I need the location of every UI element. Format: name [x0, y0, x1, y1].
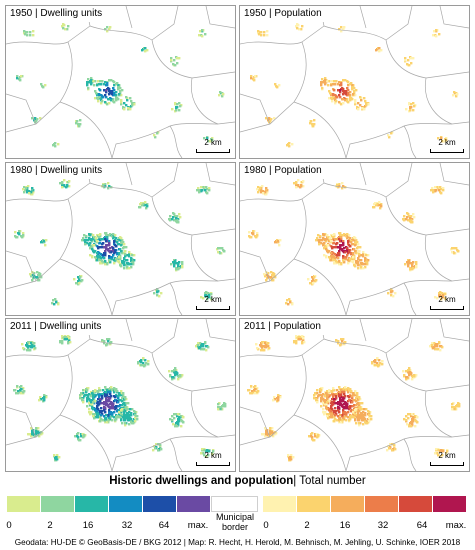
scale-bar: 2 km — [196, 295, 230, 311]
panel-label: 1980 | Dwelling units — [6, 163, 107, 179]
legend-tick: 0 — [263, 520, 268, 531]
legend-tick: 32 — [122, 520, 133, 531]
legend-tick: 64 — [417, 520, 428, 531]
legend-swatch — [433, 496, 467, 512]
settlement-cells — [14, 179, 225, 305]
legend-swatch — [331, 496, 365, 512]
map-canvas — [6, 163, 235, 315]
legend-swatch — [143, 496, 177, 512]
scale-bar: 2 km — [430, 451, 464, 467]
settlement-cells — [13, 335, 226, 461]
scale-bar-label: 2 km — [430, 451, 464, 460]
figure-title-sub: | Total number — [293, 475, 365, 487]
scale-bar: 2 km — [196, 138, 230, 154]
legend-swatch — [399, 496, 433, 512]
legend-tick: 32 — [378, 520, 389, 531]
municipal-border-swatch — [211, 496, 258, 512]
map-panel-2011-population: 2011 | Population 2 km — [239, 318, 470, 472]
legend-tick: 0 — [6, 520, 11, 531]
legend-swatch — [41, 496, 75, 512]
scale-bar-label: 2 km — [196, 451, 230, 460]
map-panel-1950-population: 1950 | Population 2 km — [239, 5, 470, 159]
scale-bar-label: 2 km — [196, 138, 230, 147]
municipal-borders — [240, 6, 469, 158]
map-canvas — [6, 6, 235, 158]
panel-label: 2011 | Dwelling units — [6, 319, 106, 335]
scale-bar-label: 2 km — [196, 295, 230, 304]
map-canvas — [240, 163, 469, 315]
scale-bar: 2 km — [430, 138, 464, 154]
legend-tick: 16 — [340, 520, 351, 531]
scale-bar-label: 2 km — [430, 295, 464, 304]
legend-swatch — [297, 496, 331, 512]
legend-tick: 2 — [304, 520, 309, 531]
scale-bar: 2 km — [196, 451, 230, 467]
scale-bar: 2 km — [430, 295, 464, 311]
map-panel-1950-dwellings: 1950 | Dwelling units 2 km — [5, 5, 236, 159]
settlement-cells — [250, 23, 458, 147]
legend-tick: 64 — [159, 520, 170, 531]
map-panel-1980-dwellings: 1980 | Dwelling units 2 km — [5, 162, 236, 316]
municipal-border-label: Municipal border — [205, 512, 265, 532]
legend-tick: max. — [446, 520, 467, 531]
legend-dwellings-ramp — [7, 496, 211, 512]
legend-tick: 2 — [47, 520, 52, 531]
legend-swatch — [365, 496, 399, 512]
map-canvas — [6, 319, 235, 471]
legend-tick: max. — [188, 520, 209, 531]
legend-tick: 16 — [83, 520, 94, 531]
panel-label: 2011 | Population — [240, 319, 326, 335]
legend-swatch — [263, 496, 297, 512]
scale-bar-label: 2 km — [430, 138, 464, 147]
panel-label: 1980 | Population — [240, 163, 327, 179]
legend-swatch — [177, 496, 211, 512]
settlement-cells — [247, 335, 460, 461]
credits-line: Geodata: HU-DE © GeoBasis-DE / BKG 2012 … — [0, 537, 475, 548]
municipal-borders — [6, 6, 235, 158]
legend-swatch — [7, 496, 41, 512]
settlement-cells — [248, 179, 459, 305]
map-panel-2011-dwellings: 2011 | Dwelling units 2 km — [5, 318, 236, 472]
settlement-cells — [16, 23, 224, 147]
legend-swatch — [75, 496, 109, 512]
map-panel-1980-population: 1980 | Population 2 km — [239, 162, 470, 316]
panel-label: 1950 | Dwelling units — [6, 6, 107, 22]
map-canvas — [240, 319, 469, 471]
legend-population-ramp — [263, 496, 467, 512]
figure-title: Historic dwellings and population| Total… — [0, 473, 475, 489]
legend-swatch — [109, 496, 143, 512]
figure-title-main: Historic dwellings and population — [109, 475, 293, 487]
map-canvas — [240, 6, 469, 158]
panel-label: 1950 | Population — [240, 6, 327, 22]
